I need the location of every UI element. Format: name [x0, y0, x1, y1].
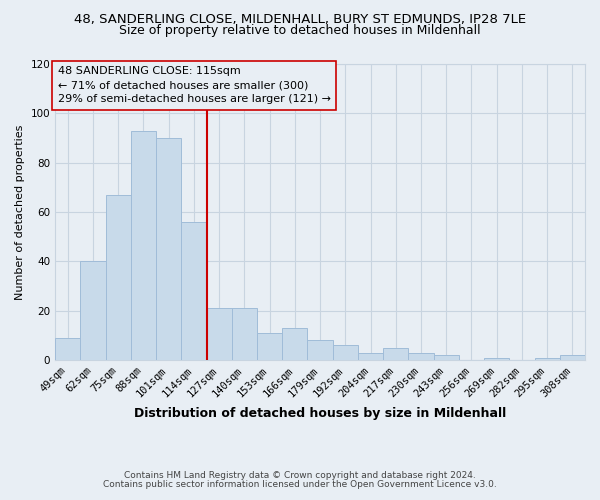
X-axis label: Distribution of detached houses by size in Mildenhall: Distribution of detached houses by size …	[134, 407, 506, 420]
Bar	[307, 340, 332, 360]
Bar	[434, 356, 459, 360]
Bar	[131, 130, 156, 360]
Text: Contains public sector information licensed under the Open Government Licence v3: Contains public sector information licen…	[103, 480, 497, 489]
Bar	[206, 308, 232, 360]
Y-axis label: Number of detached properties: Number of detached properties	[15, 124, 25, 300]
Bar	[484, 358, 509, 360]
Bar	[383, 348, 409, 360]
Bar	[106, 195, 131, 360]
Bar	[358, 353, 383, 360]
Bar	[156, 138, 181, 360]
Bar	[332, 346, 358, 360]
Bar	[282, 328, 307, 360]
Bar	[257, 333, 282, 360]
Bar	[80, 262, 106, 360]
Text: 48 SANDERLING CLOSE: 115sqm
← 71% of detached houses are smaller (300)
29% of se: 48 SANDERLING CLOSE: 115sqm ← 71% of det…	[58, 66, 331, 104]
Bar	[535, 358, 560, 360]
Bar	[232, 308, 257, 360]
Bar	[181, 222, 206, 360]
Bar	[560, 356, 585, 360]
Text: Size of property relative to detached houses in Mildenhall: Size of property relative to detached ho…	[119, 24, 481, 37]
Text: Contains HM Land Registry data © Crown copyright and database right 2024.: Contains HM Land Registry data © Crown c…	[124, 471, 476, 480]
Bar	[55, 338, 80, 360]
Bar	[409, 353, 434, 360]
Text: 48, SANDERLING CLOSE, MILDENHALL, BURY ST EDMUNDS, IP28 7LE: 48, SANDERLING CLOSE, MILDENHALL, BURY S…	[74, 12, 526, 26]
